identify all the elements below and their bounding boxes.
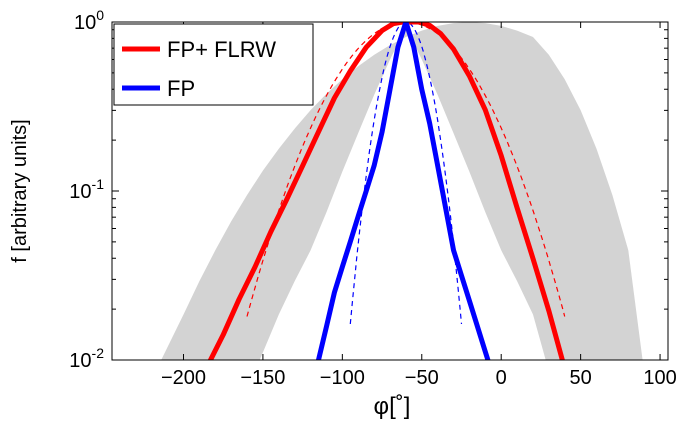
spread-band xyxy=(161,22,643,360)
x-axis-ticks: −200 −150 −100 −50 0 50 100 xyxy=(161,22,676,389)
x-tick-label: −50 xyxy=(405,367,439,389)
x-tick-label: −200 xyxy=(161,367,206,389)
blue-fit-dashed-curve xyxy=(349,22,463,325)
y-tick-label: 10-1 xyxy=(69,176,104,203)
y-axis-label: f [arbitrary units] xyxy=(9,119,31,262)
x-tick-label: 0 xyxy=(496,367,507,389)
legend-label-fp-flrw: FP+ FLRW xyxy=(167,37,276,62)
x-tick-label: −150 xyxy=(240,367,285,389)
y-tick-label: 100 xyxy=(74,7,104,34)
x-tick-label: 50 xyxy=(570,367,592,389)
series-line-fp-flrw xyxy=(208,22,565,360)
x-axis-label: φ[˚] xyxy=(374,393,411,420)
plot-area xyxy=(161,22,643,360)
legend-box xyxy=(113,23,314,106)
legend-label-fp: FP xyxy=(167,76,195,101)
y-tick-label: 10-2 xyxy=(69,345,104,372)
red-fit-dashed-curve xyxy=(246,22,566,317)
legend: FP+ FLRW FP xyxy=(113,23,314,106)
series-line-fp xyxy=(316,22,491,360)
x-tick-label: 100 xyxy=(643,367,676,389)
x-tick-label: −100 xyxy=(320,367,365,389)
